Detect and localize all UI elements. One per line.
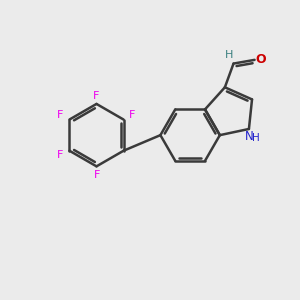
Text: F: F xyxy=(57,151,63,160)
Text: H: H xyxy=(225,50,233,60)
Text: H: H xyxy=(253,134,260,143)
Text: F: F xyxy=(94,170,100,180)
Text: N: N xyxy=(245,130,254,143)
Text: F: F xyxy=(57,110,63,120)
Text: O: O xyxy=(256,53,266,66)
Text: F: F xyxy=(129,110,136,120)
Text: F: F xyxy=(93,91,100,100)
